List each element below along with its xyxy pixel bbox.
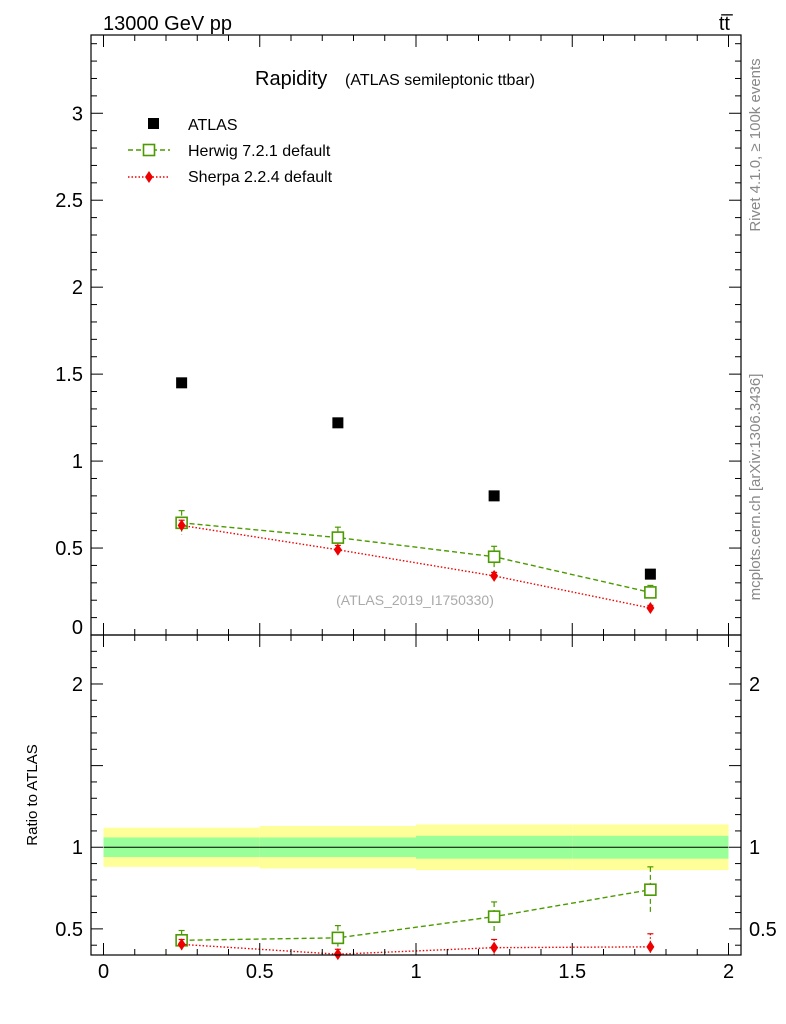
ratio-ytick-label-right: 0.5 bbox=[749, 919, 777, 941]
main-point-atlas bbox=[332, 417, 344, 429]
main-point-sherpa bbox=[333, 543, 342, 556]
main-ytick-label: 1.5 bbox=[55, 364, 83, 386]
ratio-xtick-label: 0 bbox=[98, 961, 109, 983]
ratio-point-sherpa bbox=[646, 940, 655, 953]
ratio-plot-panel: 0 0.5 1 1.5 2 0.5 0.5 1 1 2 2 Ratio to ATLAS bbox=[24, 634, 777, 983]
ratio-point-sherpa bbox=[177, 938, 186, 951]
energy-label: 13000 GeV pp bbox=[103, 13, 232, 35]
legend-marker-sherpa bbox=[145, 171, 153, 183]
legend-label-sherpa: Sherpa 2.2.4 default bbox=[188, 169, 333, 186]
main-line-sherpa bbox=[181, 524, 651, 609]
mcplots-label: mcplots.cern.ch [arXiv:1306.3436] bbox=[747, 374, 764, 601]
main-ytick-label: 3 bbox=[72, 103, 83, 125]
main-title: Rapidity (ATLAS semileptonic ttbar) bbox=[255, 68, 535, 90]
main-ytick-label: 0 bbox=[72, 617, 83, 639]
main-point-herwig bbox=[331, 531, 345, 544]
ratio-uncertainty-bands bbox=[103, 824, 729, 871]
legend-label-atlas: ATLAS bbox=[188, 117, 238, 134]
main-ytick-label: 0.5 bbox=[55, 538, 83, 560]
main-line-herwig bbox=[181, 522, 651, 594]
main-point-sherpa bbox=[646, 602, 655, 615]
main-point-herwig bbox=[487, 550, 501, 564]
ratio-ytick-label-left: 2 bbox=[72, 674, 83, 696]
ratio-line-herwig bbox=[181, 889, 651, 942]
ratio-frame bbox=[90, 634, 742, 956]
legend-marker-atlas bbox=[148, 118, 159, 129]
rivet-label: Rivet 4.1.0, ≥ 100k events bbox=[747, 58, 764, 231]
ratio-point-herwig bbox=[487, 910, 501, 923]
main-ytick-label: 1 bbox=[72, 451, 83, 473]
ratio-point-herwig bbox=[331, 931, 345, 945]
main-point-herwig bbox=[644, 586, 657, 599]
main-point-atlas bbox=[488, 490, 500, 502]
ratio-axes: 0 0.5 1 1.5 2 0.5 0.5 1 1 2 2 bbox=[55, 634, 777, 983]
legend-marker-herwig bbox=[142, 143, 156, 157]
ratio-point-sherpa bbox=[490, 941, 499, 954]
ratio-ytick-label-left: 0.5 bbox=[55, 919, 83, 941]
main-point-sherpa bbox=[490, 569, 499, 582]
ratio-xtick-label: 0.5 bbox=[246, 961, 274, 983]
plot-subtitle: (ATLAS semileptonic ttbar) bbox=[345, 72, 535, 89]
main-point-atlas bbox=[644, 568, 656, 580]
ratio-ytick-label-right: 1 bbox=[749, 837, 760, 859]
ratio-xtick-label: 1.5 bbox=[558, 961, 586, 983]
analysis-watermark: (ATLAS_2019_I1750330) bbox=[336, 592, 494, 608]
legend: ATLAS Herwig 7.2.1 default Sherpa 2.2.4 … bbox=[128, 117, 333, 186]
main-plot-panel: 0 0.5 1 1.5 2 2.5 3 Rapidity (ATLAS semilepton… bbox=[55, 34, 742, 639]
legend-label-herwig: Herwig 7.2.1 default bbox=[188, 143, 331, 160]
main-ytick-label: 2.5 bbox=[55, 190, 83, 212]
main-series-layer bbox=[175, 377, 657, 615]
ratio-ylabel: Ratio to ATLAS bbox=[24, 744, 41, 845]
ratio-xtick-label: 2 bbox=[723, 961, 734, 983]
plot-title: Rapidity bbox=[255, 68, 327, 90]
main-ytick-label: 2 bbox=[72, 277, 83, 299]
process-label: tt̅ bbox=[719, 13, 733, 35]
ratio-ytick-label-left: 1 bbox=[72, 837, 83, 859]
ratio-xtick-label: 1 bbox=[410, 961, 421, 983]
ratio-ytick-label-right: 2 bbox=[749, 674, 760, 696]
ratio-point-sherpa bbox=[333, 948, 342, 961]
main-point-sherpa bbox=[177, 519, 186, 532]
ratio-point-herwig bbox=[644, 883, 657, 896]
main-point-atlas bbox=[176, 377, 188, 389]
